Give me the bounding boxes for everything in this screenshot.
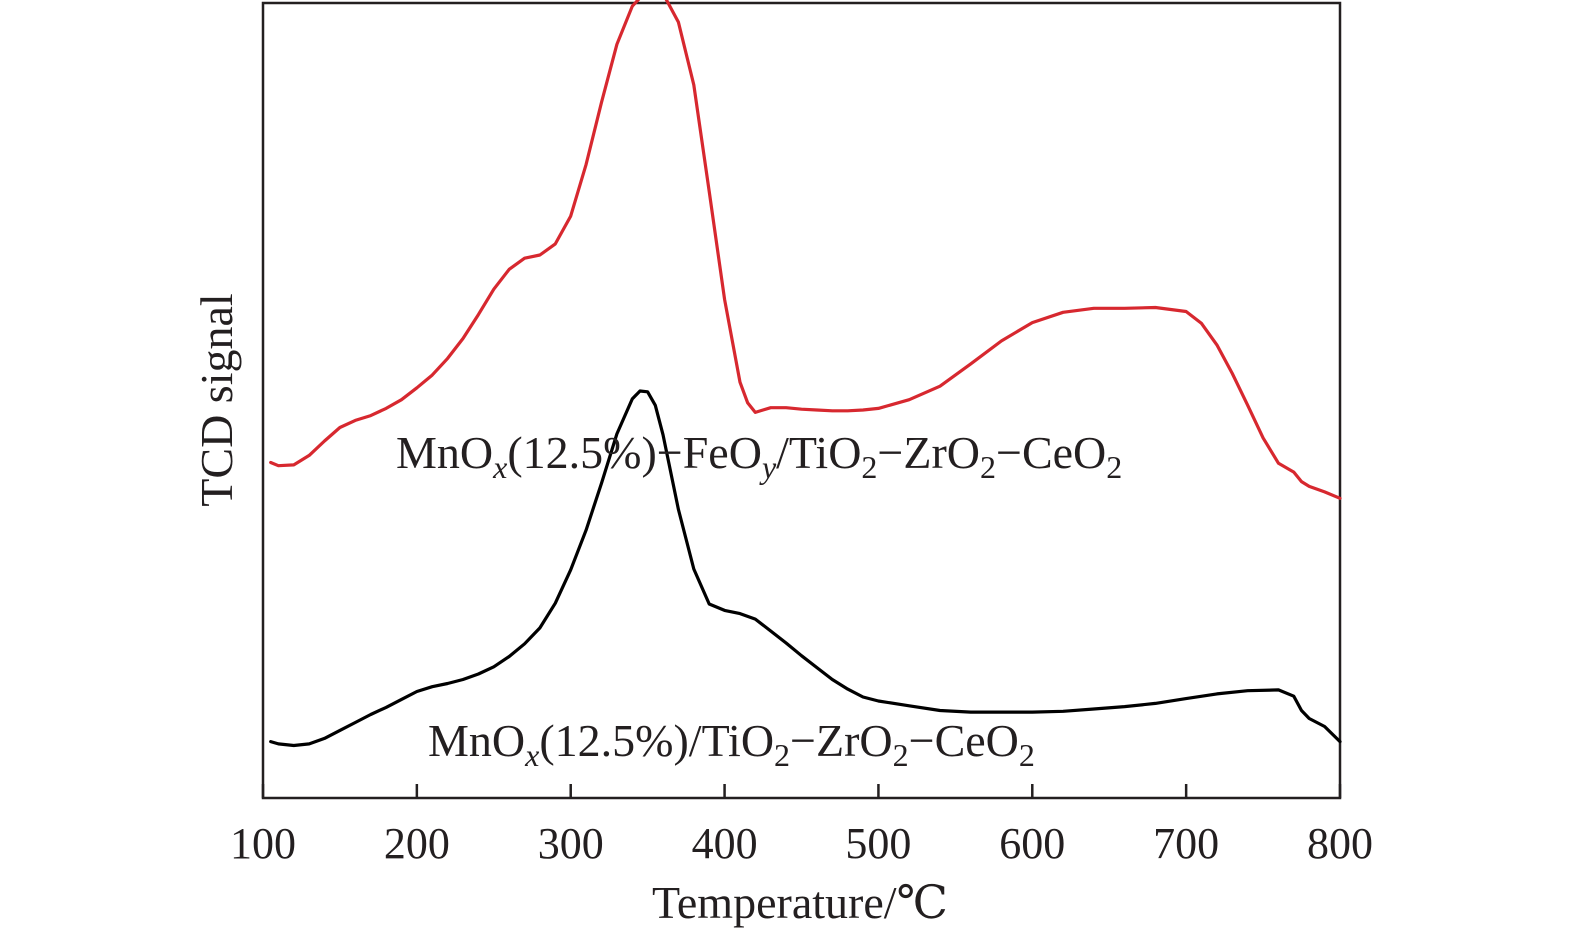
x-axis-title: Temperature/℃ — [652, 877, 948, 928]
series-label-mnox-feoy: MnOx(12.5%)−FeOy/TiO2−ZrO2−CeO2 — [396, 427, 1122, 485]
series-label-mnox: MnOx(12.5%)/TiO2−ZrO2−CeO2 — [428, 715, 1035, 773]
series-line-mnox-feoy — [269, 0, 1342, 500]
series-lines — [269, 0, 1342, 748]
x-ticks — [261, 784, 1342, 798]
x-tick-label: 200 — [384, 819, 450, 868]
x-tick-label: 500 — [845, 819, 911, 868]
x-tick-label: 700 — [1153, 819, 1219, 868]
x-tick-labels: 100 200 300 400 500 600 700 800 — [230, 819, 1373, 868]
x-tick-label: 300 — [538, 819, 604, 868]
y-axis-title: TCD signal — [191, 293, 242, 506]
x-tick-label: 600 — [999, 819, 1065, 868]
plot-frame — [261, 1, 1342, 800]
x-tick-label: 800 — [1307, 819, 1373, 868]
x-tick-label: 100 — [230, 819, 296, 868]
series-line-mnox — [269, 389, 1342, 748]
series-labels: MnOx(12.5%)−FeOy/TiO2−ZrO2−CeO2 MnOx(12.5… — [396, 427, 1122, 773]
x-tick-label: 400 — [692, 819, 758, 868]
